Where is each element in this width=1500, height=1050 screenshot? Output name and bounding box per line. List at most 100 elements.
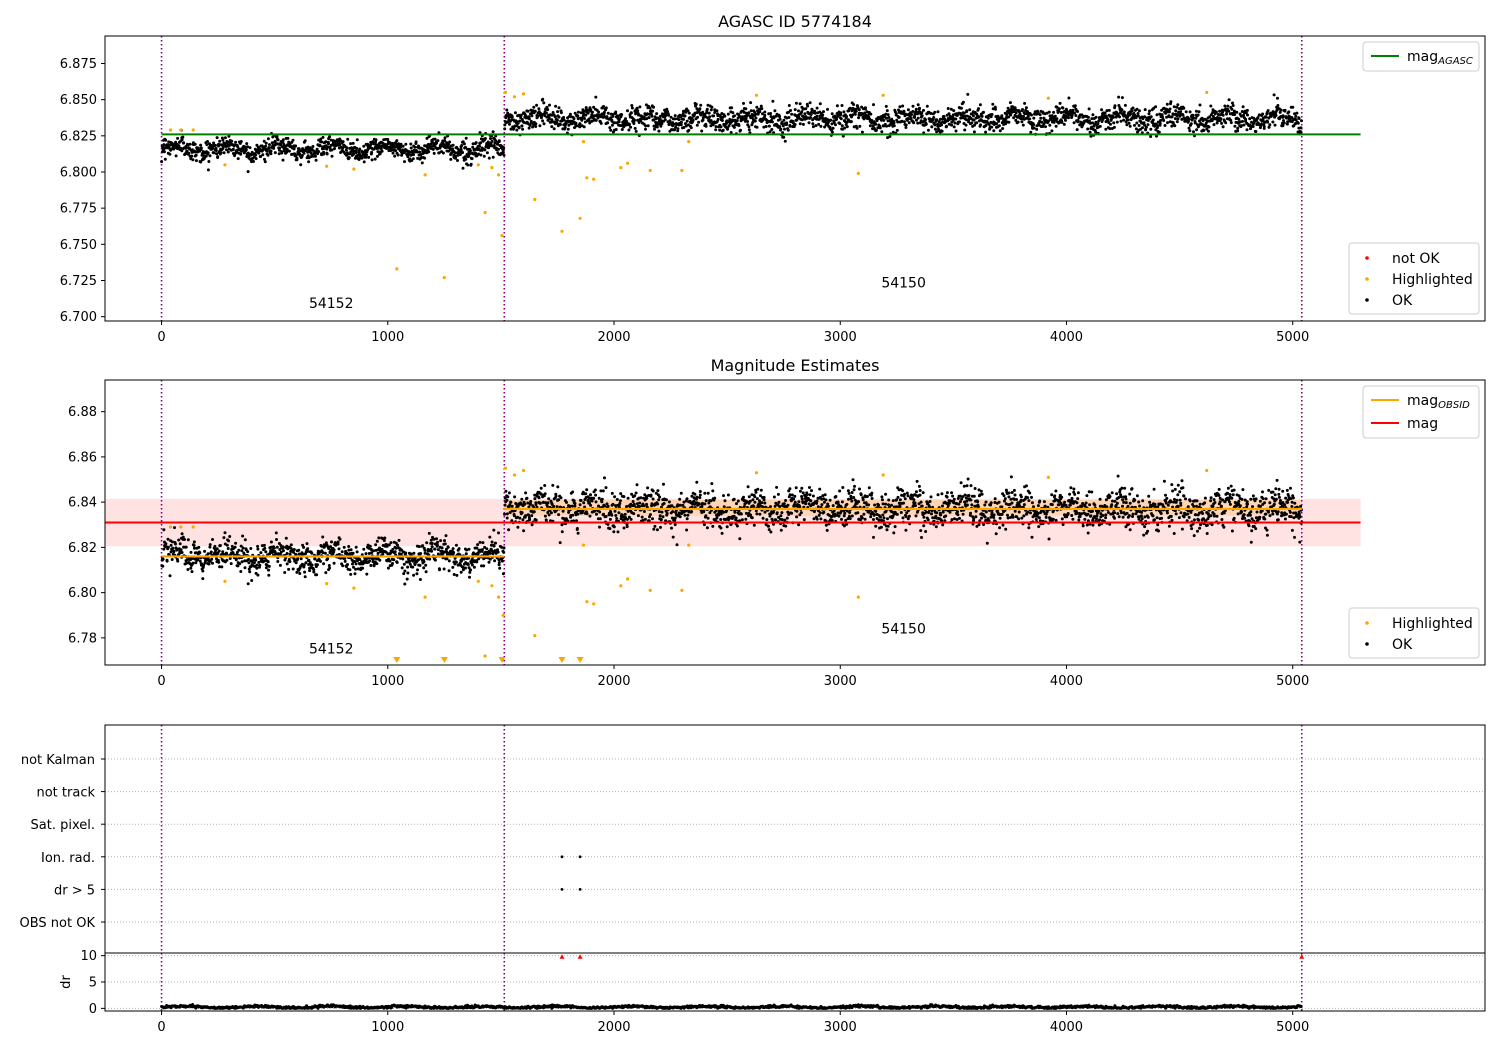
ok-point [1154,105,1158,109]
legend-label: OK [1392,293,1413,309]
highlighted-point [581,140,586,144]
ok-point [1122,110,1126,114]
ok-point [1137,124,1141,127]
ok-point [540,114,544,118]
ok-point [367,155,371,159]
ok-point [631,500,635,503]
ok-point [552,127,556,131]
ok-point [1231,101,1234,105]
ok-point [767,124,771,128]
ok-point [274,531,278,535]
ok-point [922,108,925,112]
ok-point [256,573,260,577]
ok-point [543,514,547,518]
ok-point [653,127,656,131]
ok-point [673,114,677,118]
ok-point [188,558,192,562]
ok-point [846,489,850,493]
ok-point [1168,107,1172,111]
ok-point [730,106,734,110]
ok-point [1211,115,1215,118]
ok-point [958,120,961,124]
x-tick-label: 5000 [1276,330,1309,345]
ok-point [792,497,796,501]
highlighted-point [881,93,885,97]
ok-point [337,547,341,551]
ok-point [925,104,929,108]
ok-point [704,514,708,518]
ok-point [435,141,438,145]
ok-point [218,565,222,569]
ok-point [464,145,467,149]
ok-point [673,117,677,121]
ok-point [423,551,427,555]
ok-point [190,150,194,154]
ok-point [418,563,422,567]
ok-point [457,547,461,551]
ok-point [845,125,849,129]
ok-point [409,146,413,150]
ok-point [436,548,440,552]
ok-point [787,104,791,107]
ok-point [470,157,474,161]
ok-point [256,544,260,548]
ok-point [836,511,840,515]
ok-point [715,109,719,113]
ok-point [464,566,467,570]
ok-point [602,105,605,108]
ok-point [588,501,591,505]
ok-point [972,118,976,122]
ok-point [502,546,506,550]
ok-point [623,512,627,516]
ok-point [519,501,523,505]
ok-point [544,501,548,505]
ok-point [223,531,227,535]
ok-point [240,549,244,553]
ok-point [438,568,441,572]
ok-point [648,106,652,110]
ok-point [788,124,792,128]
ok-point [418,578,422,581]
ok-point [826,107,829,111]
ok-point [708,505,712,509]
ok-point [836,500,840,504]
ok-point [735,119,739,123]
ok-point [537,496,541,500]
ok-point [1272,93,1276,97]
ok-point [636,118,640,122]
ok-point [729,131,733,134]
ok-point [345,146,349,150]
ok-point [830,122,834,126]
ok-point [278,563,282,567]
ok-point [435,537,438,541]
ok-point [776,492,780,496]
ok-point [1176,117,1180,121]
ok-point [770,128,774,131]
ok-point [466,163,470,167]
ok-point [212,141,216,145]
ok-point [202,156,206,160]
ok-point [1091,121,1094,125]
ok-point [1059,111,1063,114]
ok-point [533,109,537,113]
ok-point [594,95,598,99]
ok-point [735,502,738,506]
ok-point [1182,106,1186,110]
ok-point [279,550,283,554]
ok-point [1165,115,1169,119]
ok-point [1009,113,1013,117]
ok-point [576,114,580,118]
ok-point [1297,117,1301,120]
ok-point [527,117,531,121]
ok-point [615,517,619,520]
ok-point [834,495,838,498]
ok-point [162,547,166,551]
ok-point [651,517,654,521]
ok-point [625,525,629,529]
ok-point [191,557,195,560]
ok-point [678,515,682,519]
ok-point [442,567,446,571]
ok-point [679,123,683,127]
ok-point [1271,111,1275,115]
ok-point [887,116,891,119]
